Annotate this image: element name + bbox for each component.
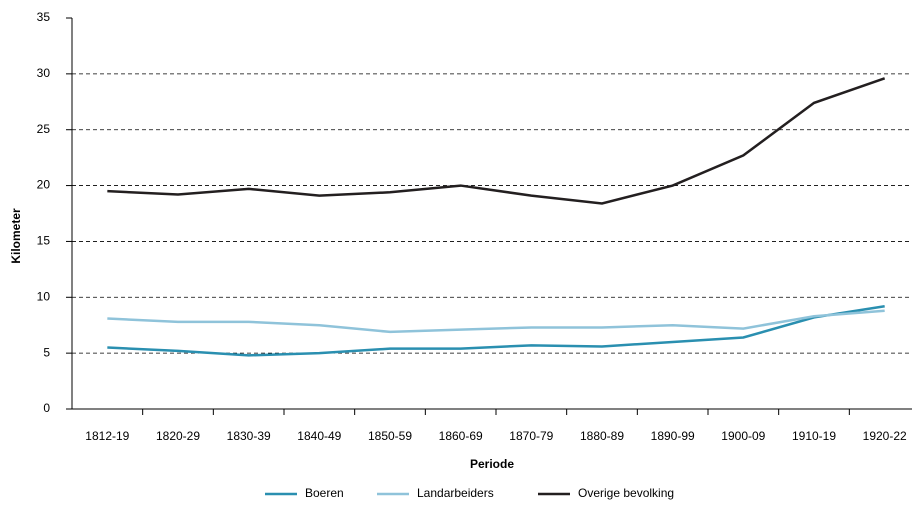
series-line bbox=[107, 77, 886, 205]
y-tick-label: 25 bbox=[37, 122, 51, 136]
x-tick-label: 1840-49 bbox=[297, 429, 341, 443]
y-tick-label: 0 bbox=[43, 401, 50, 415]
legend-label: Landarbeiders bbox=[417, 486, 494, 500]
y-tick-label: 30 bbox=[37, 66, 51, 80]
y-axis-title: Kilometer bbox=[9, 208, 23, 264]
x-tick-label: 1820-29 bbox=[156, 429, 200, 443]
x-tick-label: 1880-89 bbox=[580, 429, 624, 443]
legend-label: Boeren bbox=[305, 486, 344, 500]
x-tick-label: 1860-69 bbox=[439, 429, 483, 443]
x-tick-label: 1812-19 bbox=[85, 429, 129, 443]
y-tick-label: 20 bbox=[37, 178, 51, 192]
x-tick-label: 1850-59 bbox=[368, 429, 412, 443]
x-tick-label: 1890-99 bbox=[651, 429, 695, 443]
y-tick-label: 5 bbox=[43, 345, 50, 359]
x-tick-label: 1910-19 bbox=[792, 429, 836, 443]
series-line bbox=[107, 304, 885, 357]
y-tick-label: 35 bbox=[37, 10, 51, 24]
y-tick-label: 10 bbox=[37, 289, 51, 303]
x-tick-label: 1870-79 bbox=[509, 429, 553, 443]
legend-label: Overige bevolking bbox=[578, 486, 674, 500]
x-tick-label: 1920-22 bbox=[863, 429, 907, 443]
y-tick-label: 15 bbox=[37, 234, 51, 248]
x-tick-label: 1900-09 bbox=[721, 429, 765, 443]
series-line bbox=[107, 309, 885, 334]
x-tick-label: 1830-39 bbox=[227, 429, 271, 443]
x-axis-title: Periode bbox=[470, 457, 514, 471]
